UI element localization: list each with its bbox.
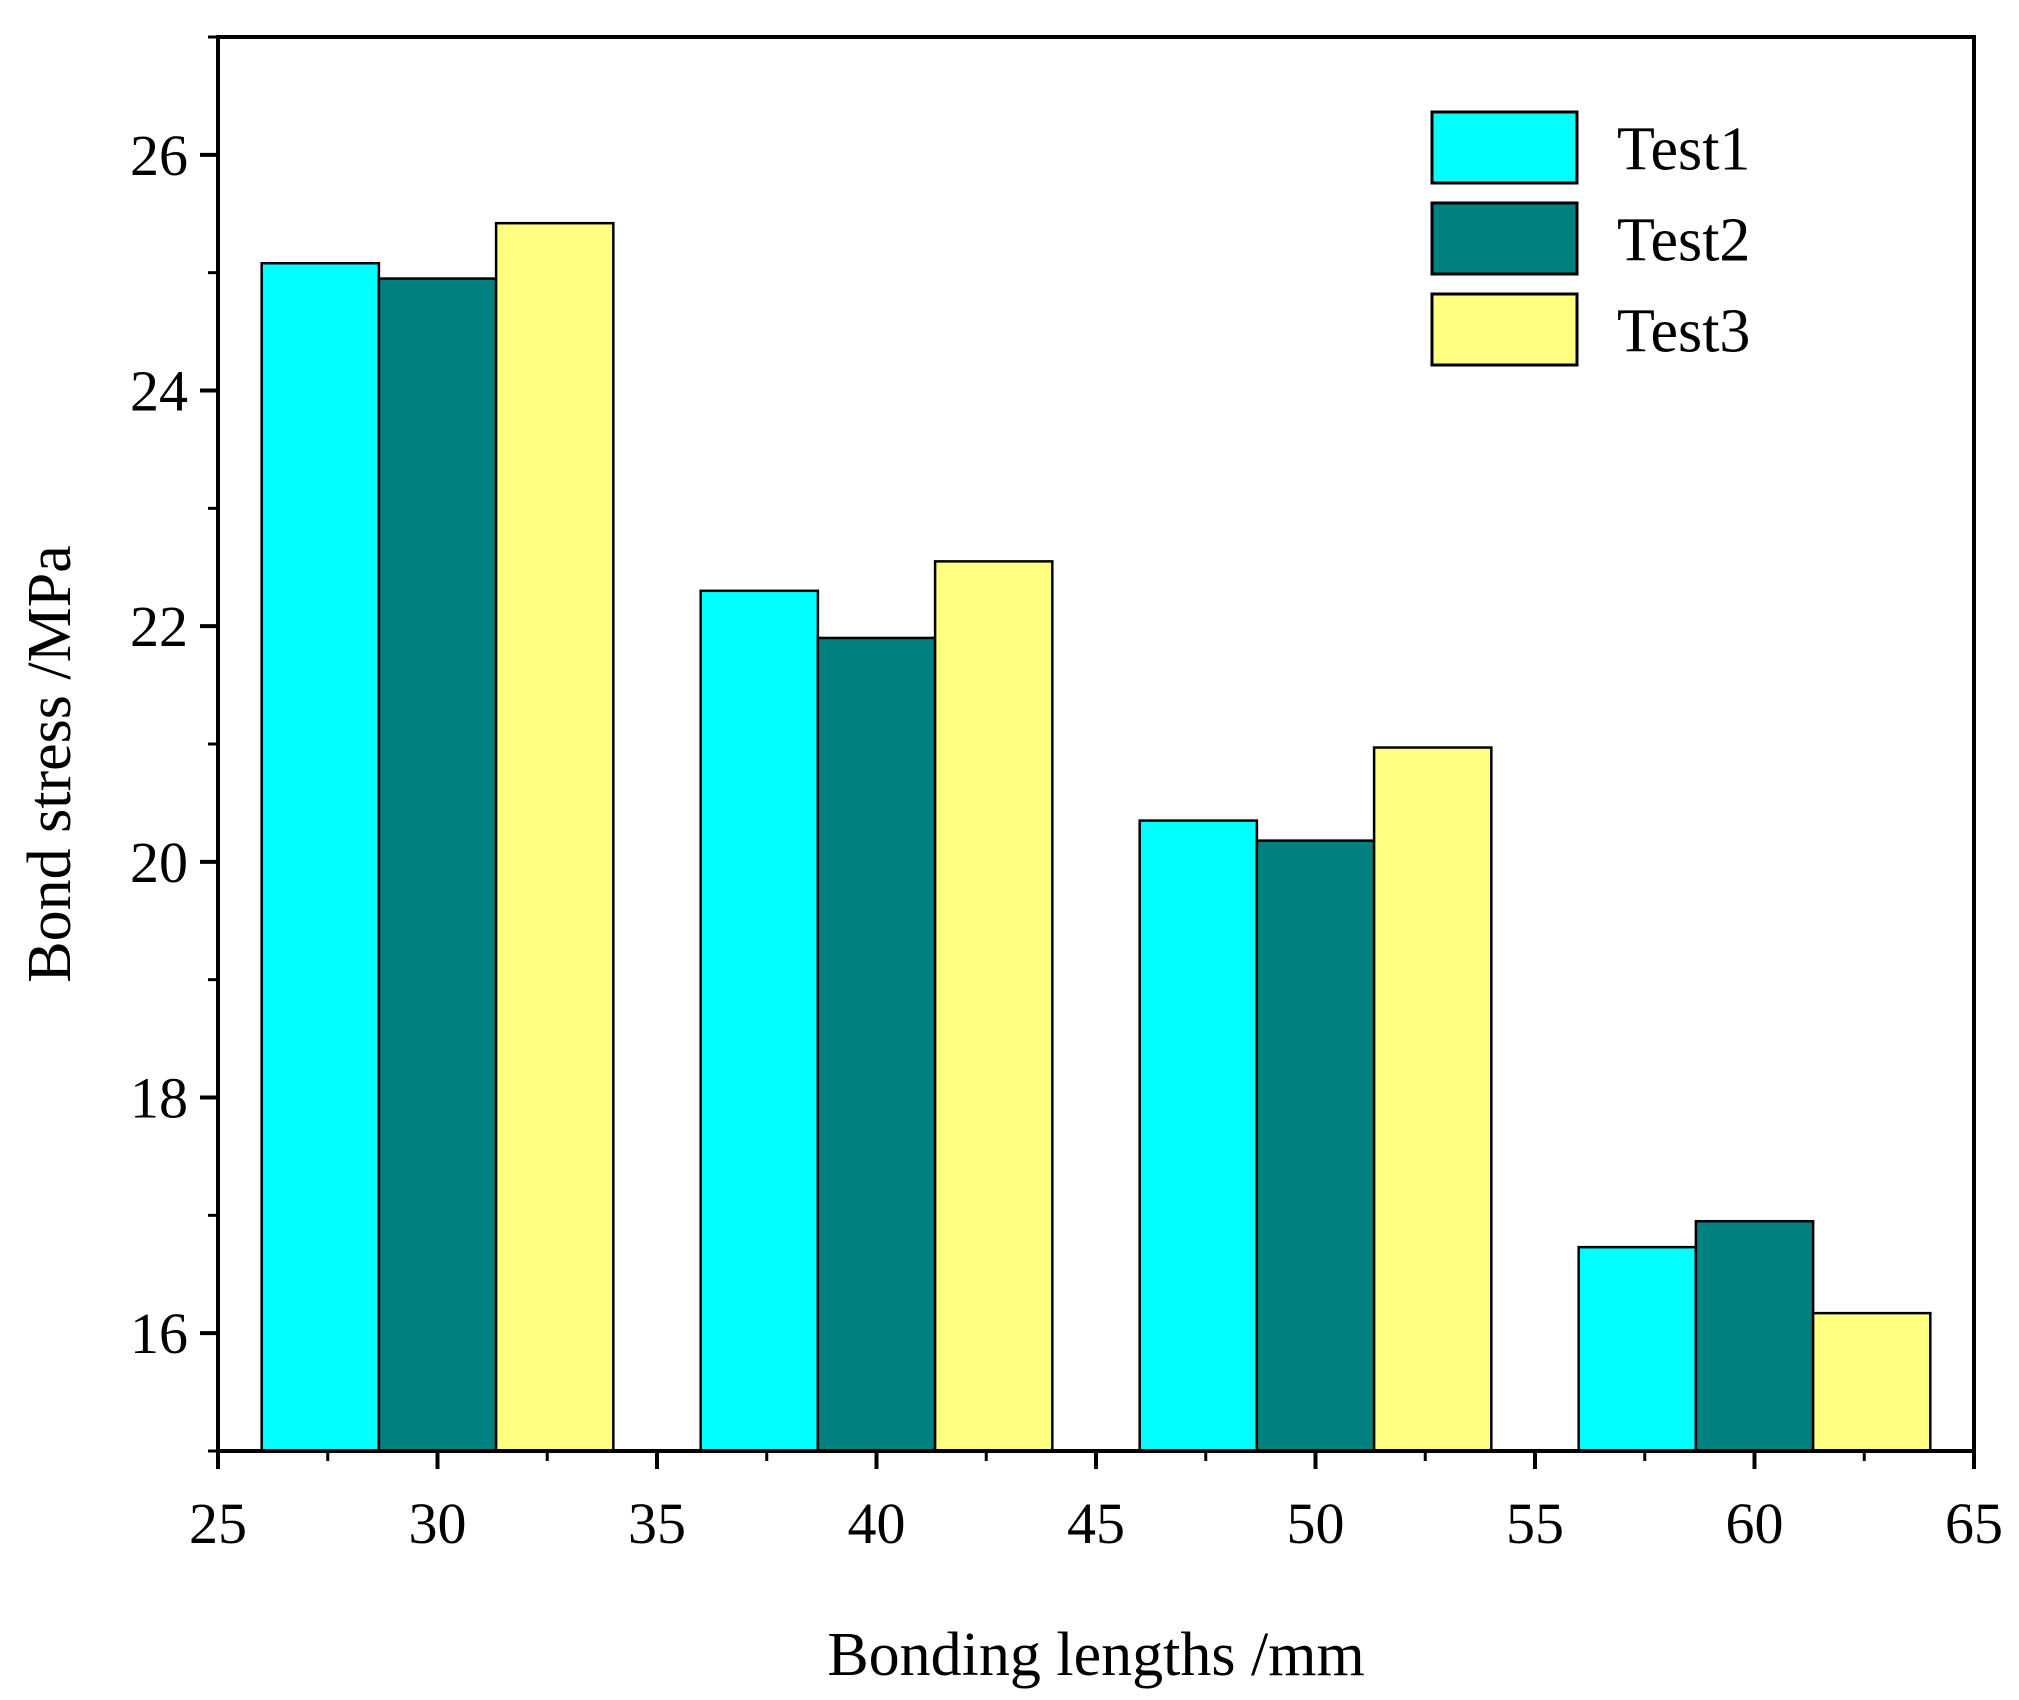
x-tick-label: 40 — [848, 1491, 906, 1556]
x-tick-label: 25 — [189, 1491, 247, 1556]
legend-label-test2: Test2 — [1617, 207, 1750, 275]
bar-test3-30 — [494, 221, 615, 1453]
x-tick-label: 35 — [628, 1491, 686, 1556]
x-tick-label: 60 — [1726, 1491, 1784, 1556]
y-axis: 16 18 20 22 24 26 — [130, 35, 218, 1453]
bars-layer — [260, 221, 1932, 1453]
y-tick-label: 22 — [130, 594, 188, 659]
y-tick-label: 16 — [130, 1301, 188, 1366]
bar-test3-50 — [1372, 746, 1493, 1453]
bar-test2-60 — [1694, 1219, 1815, 1453]
bar-test3-60 — [1811, 1311, 1932, 1453]
legend-swatch-test3 — [1430, 292, 1579, 367]
legend-swatch-test1 — [1430, 110, 1579, 185]
y-tick-label: 18 — [130, 1066, 188, 1131]
bar-test1-40 — [699, 589, 820, 1453]
bar-test1-50 — [1138, 819, 1259, 1453]
bar-test2-50 — [1255, 839, 1376, 1453]
bar-test2-40 — [816, 636, 937, 1453]
x-tick-label: 30 — [409, 1491, 467, 1556]
x-tick-label: 45 — [1067, 1491, 1125, 1556]
y-tick-label: 24 — [130, 359, 188, 424]
x-axis-title: Bonding lengths /mm — [827, 1621, 1364, 1689]
bar-test1-60 — [1577, 1245, 1698, 1453]
x-axis: 25 30 35 40 45 50 55 60 65 — [189, 1451, 2003, 1556]
legend-swatch-test2 — [1430, 201, 1579, 276]
x-tick-label: 50 — [1287, 1491, 1345, 1556]
bar-test3-40 — [933, 560, 1054, 1453]
x-tick-label: 65 — [1945, 1491, 2003, 1556]
x-tick-label: 55 — [1506, 1491, 1564, 1556]
y-tick-label: 20 — [130, 830, 188, 895]
legend-label-test1: Test1 — [1617, 116, 1750, 184]
bar-test2-30 — [377, 277, 498, 1453]
legend-label-test3: Test3 — [1617, 298, 1750, 366]
y-tick-label: 26 — [130, 123, 188, 188]
legend: Test1 Test2 Test3 — [1430, 110, 1750, 367]
bar-test1-30 — [260, 261, 381, 1453]
y-axis-title: Bond stress /MPa — [16, 545, 84, 982]
